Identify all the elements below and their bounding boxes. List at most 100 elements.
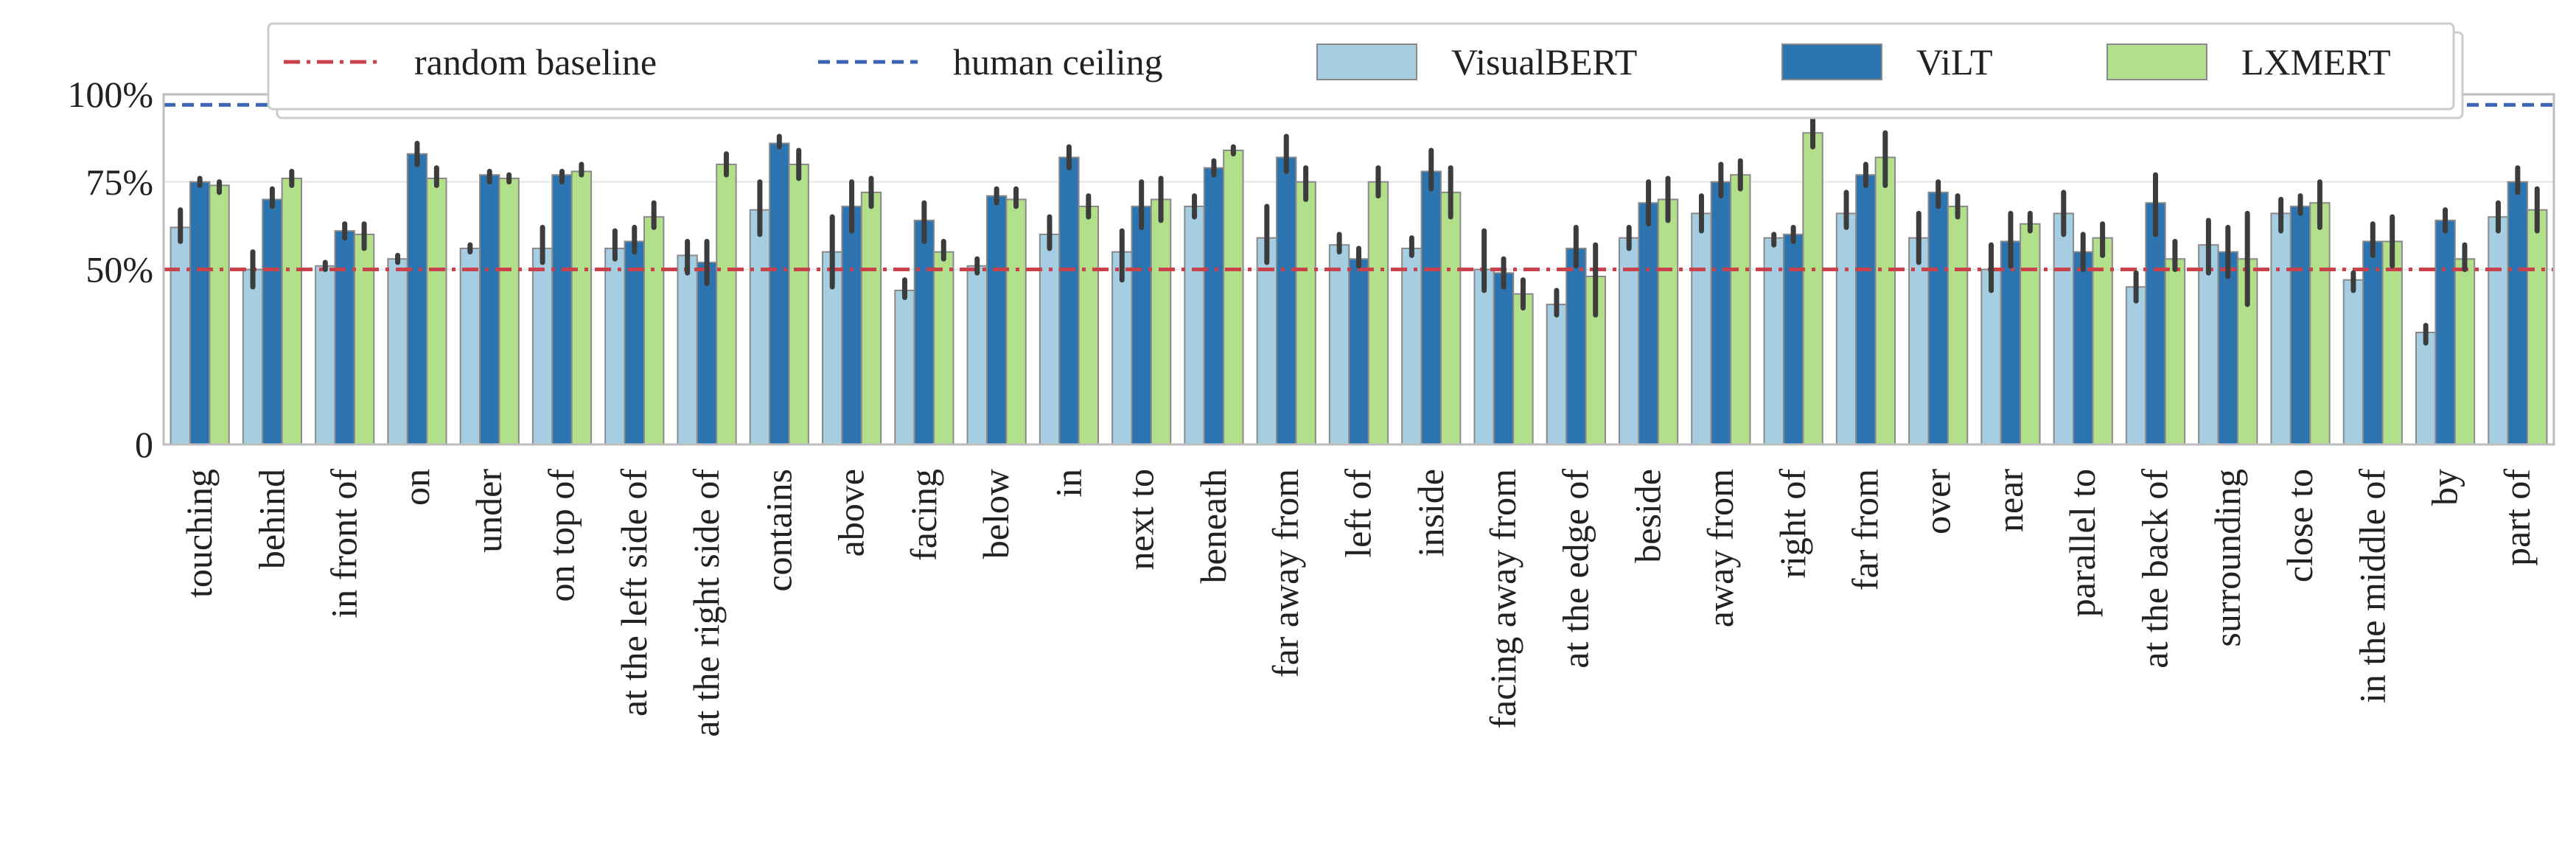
y-tick-label: 75% [85,161,153,203]
bar-ViLT [1566,248,1587,444]
bar-VisualBERT [1401,248,1423,444]
legend-patch-LXMERT [2106,43,2207,80]
y-tick-label: 50% [85,249,153,290]
y-tick-label: 0 [135,424,153,465]
bar-VisualBERT [459,248,481,444]
bar-ViLT [2289,206,2311,444]
bar-ViLT [2145,202,2166,444]
x-tick-label: next to [1120,469,1162,570]
bar-LXMERT [498,178,520,444]
bar-VisualBERT [315,265,336,444]
bar-VisualBERT [170,226,191,444]
bar-ViLT [2507,181,2529,444]
bar-LXMERT [788,164,809,444]
bar-LXMERT [426,178,447,444]
bar-VisualBERT [2053,212,2075,444]
bar-ViLT [696,262,718,444]
bar-ViLT [479,174,500,444]
bar-VisualBERT [1256,237,1278,444]
bar-VisualBERT [894,290,915,444]
bar-LXMERT [2309,202,2331,444]
bar-VisualBERT [1980,268,2002,444]
bar-LXMERT [2527,209,2548,444]
x-tick-label: close to [2279,469,2320,582]
x-tick-label: away from [1700,469,1741,627]
x-tick-label: parallel to [2062,469,2103,617]
x-tick-label: contains [758,469,799,592]
legend: random baseline human ceiling VisualBERT Vi… [267,22,2464,119]
bar-VisualBERT [242,268,264,444]
bar-LXMERT [209,184,230,444]
bar-ViLT [1276,156,1297,444]
bar-LXMERT [1802,132,1823,444]
x-tick-label: in front of [324,469,365,618]
bar-LXMERT [1947,206,1969,444]
bar-LXMERT [2020,223,2041,444]
bar-VisualBERT [604,248,626,444]
x-tick-label: at the back of [2135,469,2176,669]
legend-patch-ViLT [1781,43,1882,80]
bar-LXMERT [353,234,375,444]
bar-LXMERT [281,178,303,444]
bar-ViLT [841,206,862,444]
x-tick-label: at the right side of [685,469,727,737]
bar-ViLT [2073,251,2094,444]
bar-ViLT [769,142,790,444]
x-tick-label: on top of [541,469,582,602]
bar-VisualBERT [1835,212,1857,444]
bar-LXMERT [1223,150,1244,444]
legend-patch-VisualBERT [1316,43,1417,80]
bar-ViLT [624,240,645,444]
x-tick-label: facing [903,469,944,561]
bar-LXMERT [2454,258,2476,444]
bar-ViLT [2217,251,2238,444]
bar-VisualBERT [1184,206,1205,444]
x-tick-label: at the left side of [613,469,655,716]
x-tick-label: right of [1772,469,1813,579]
x-tick-label: over [1917,469,1958,534]
bar-ViLT [1855,174,1877,444]
bar-LXMERT [933,251,954,444]
x-tick-label: beneath [1193,469,1234,583]
bar-ViLT [189,181,211,444]
bar-ViLT [2434,220,2456,444]
bar-ViLT [1420,170,1442,444]
bar-VisualBERT [2270,212,2291,444]
bar-ViLT [985,195,1008,444]
x-tick-label: facing away from [1482,469,1523,729]
bar-ViLT [334,230,355,444]
bar-VisualBERT [1546,304,1568,444]
bar-ViLT [913,220,935,444]
bar-LXMERT [570,170,593,444]
bar-ViLT [1782,234,1804,444]
x-tick-label: surrounding [2207,469,2248,647]
bar-ViLT [1638,202,1659,444]
bar-LXMERT [1367,181,1389,444]
bar-ViLT [406,153,428,444]
bar-LXMERT [2381,240,2403,444]
bar-ViLT [1058,156,1080,444]
series-VisualBERT [170,206,2509,444]
x-tick-label: in [1047,469,1089,498]
bar-VisualBERT [966,265,988,444]
bar-VisualBERT [1691,212,1712,444]
bar-ViLT [1927,192,1949,444]
bar-VisualBERT [1039,234,1061,444]
bar-ViLT [1493,272,1515,444]
x-tick-label: above [831,469,872,557]
x-tick-label: behind [251,469,292,569]
bar-LXMERT [1150,198,1172,444]
bar-VisualBERT [1908,237,1930,444]
bar-VisualBERT [1473,268,1495,444]
x-tick-label: on [396,469,437,506]
bar-VisualBERT [2488,216,2509,444]
bar-LXMERT [2164,258,2186,444]
bar-VisualBERT [2415,332,2437,444]
bar-VisualBERT [1328,244,1350,444]
bar-VisualBERT [531,248,554,444]
bar-VisualBERT [2342,279,2364,444]
x-tick-label: far from [1844,469,1885,590]
x-tick-label: in the middle of [2351,469,2392,703]
bar-VisualBERT [749,209,771,444]
